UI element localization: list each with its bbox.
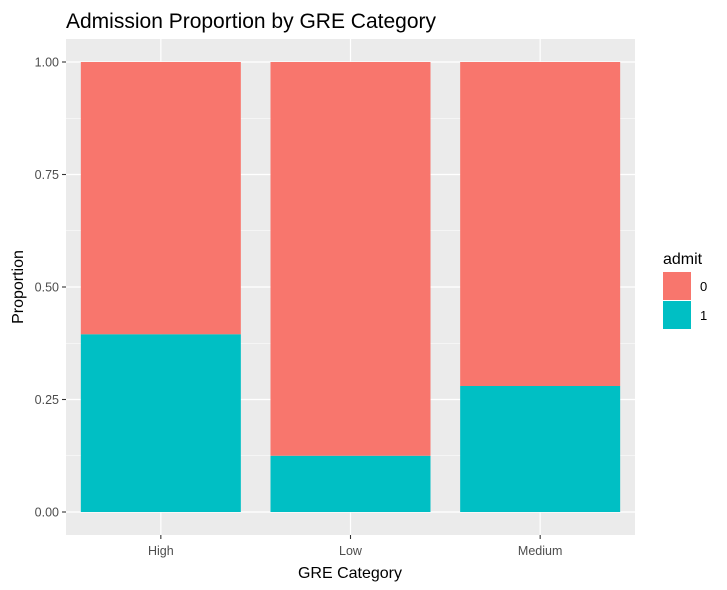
- legend: admit 01: [663, 251, 707, 329]
- legend-label-0: 0: [700, 279, 707, 294]
- y-tick-label: 0.75: [35, 168, 59, 182]
- chart-title: Admission Proportion by GRE Category: [66, 10, 436, 33]
- legend-items: 01: [663, 272, 707, 329]
- bar-low-admit-0: [270, 62, 431, 456]
- legend-key-0: [663, 272, 691, 300]
- y-tick-label: 0.00: [35, 506, 59, 520]
- y-tick-label: 1.00: [35, 56, 59, 70]
- bar-high-admit-0: [80, 62, 241, 335]
- y-tick-label: 0.50: [35, 281, 59, 295]
- x-axis: High Low Medium: [148, 535, 562, 558]
- y-axis: 0.00 0.25 0.50 0.75 1.00: [35, 56, 66, 520]
- legend-title: admit: [663, 251, 703, 268]
- x-tick-label-high: High: [148, 544, 174, 558]
- x-tick-label-medium: Medium: [518, 544, 562, 558]
- bar-low-admit-1: [270, 455, 431, 512]
- bar-medium-admit-1: [460, 386, 621, 512]
- legend-key-1: [663, 301, 691, 329]
- bar-medium-admit-0: [460, 62, 621, 386]
- bar-high-admit-1: [80, 334, 241, 512]
- legend-label-1: 1: [700, 308, 707, 323]
- x-tick-label-low: Low: [339, 544, 363, 558]
- x-axis-title: GRE Category: [298, 565, 402, 582]
- y-axis-title: Proportion: [10, 250, 27, 324]
- bars: [80, 62, 621, 512]
- y-tick-label: 0.25: [35, 393, 59, 407]
